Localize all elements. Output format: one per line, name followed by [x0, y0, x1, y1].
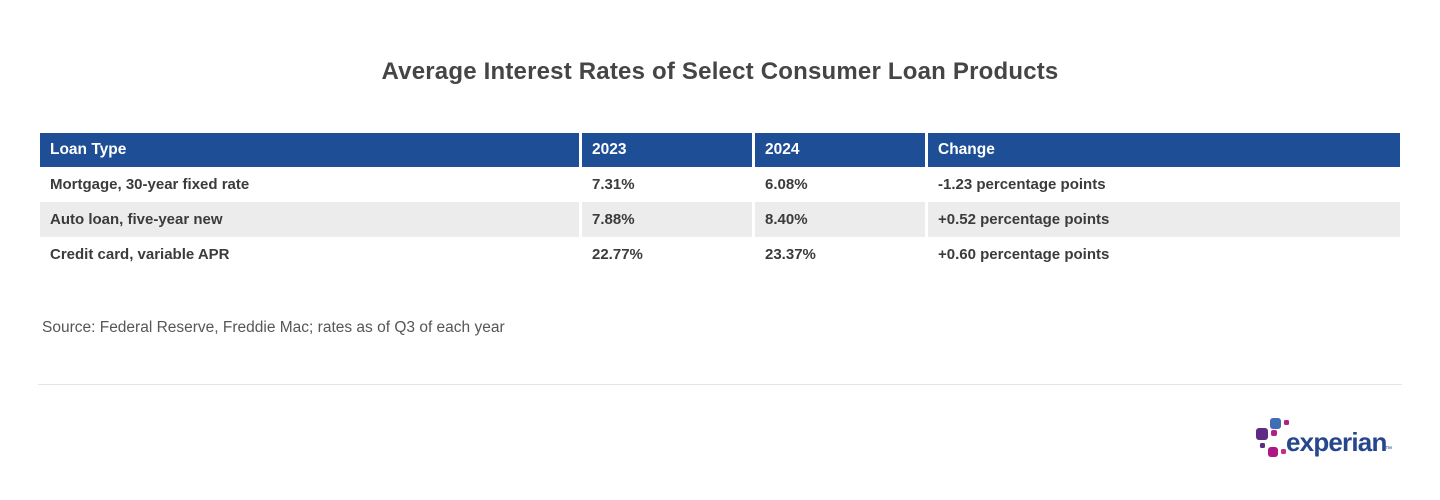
source-attribution: Source: Federal Reserve, Freddie Mac; ra…: [42, 319, 505, 336]
cell-rate-2024: 23.37%: [752, 237, 925, 272]
column-header-2024: 2024: [752, 133, 925, 167]
table-header-row: Loan Type 2023 2024 Change: [40, 133, 1400, 167]
cell-change: -1.23 percentage points: [925, 167, 1400, 202]
logo-dot-magenta-top: [1284, 420, 1289, 425]
logo-dot-pink-bottom: [1281, 449, 1286, 454]
cell-loan-type: Mortgage, 30-year fixed rate: [40, 167, 579, 202]
cell-rate-2024: 6.08%: [752, 167, 925, 202]
page-title: Average Interest Rates of Select Consume…: [381, 58, 1059, 85]
experian-logo: experian ™: [1254, 414, 1392, 464]
cell-loan-type: Credit card, variable APR: [40, 237, 579, 272]
interest-rates-table: Loan Type 2023 2024 Change Mortgage, 30-…: [40, 133, 1400, 272]
logo-square-purple: [1256, 428, 1268, 440]
trademark-symbol: ™: [1385, 446, 1392, 453]
logo-dot-magenta-mid: [1271, 430, 1277, 436]
column-header-2023: 2023: [579, 133, 752, 167]
cell-rate-2023: 22.77%: [579, 237, 752, 272]
table-row-mortgage: Mortgage, 30-year fixed rate 7.31% 6.08%…: [40, 167, 1400, 202]
cell-loan-type: Auto loan, five-year new: [40, 202, 579, 237]
horizontal-divider: [38, 384, 1402, 385]
logo-dot-purple-small: [1260, 443, 1265, 448]
experian-wordmark: experian: [1286, 427, 1387, 457]
table-body: Mortgage, 30-year fixed rate 7.31% 6.08%…: [40, 167, 1400, 272]
column-header-loan-type: Loan Type: [40, 133, 579, 167]
logo-square-blue: [1270, 418, 1281, 429]
cell-rate-2023: 7.88%: [579, 202, 752, 237]
experian-sunburst-icon: [1254, 414, 1292, 464]
cell-rate-2024: 8.40%: [752, 202, 925, 237]
cell-change: +0.52 percentage points: [925, 202, 1400, 237]
table-row-auto-loan: Auto loan, five-year new 7.88% 8.40% +0.…: [40, 202, 1400, 237]
table-row-credit-card: Credit card, variable APR 22.77% 23.37% …: [40, 237, 1400, 272]
column-header-change: Change: [925, 133, 1400, 167]
table-header: Loan Type 2023 2024 Change: [40, 133, 1400, 167]
cell-rate-2023: 7.31%: [579, 167, 752, 202]
logo-square-magenta: [1268, 447, 1278, 457]
cell-change: +0.60 percentage points: [925, 237, 1400, 272]
